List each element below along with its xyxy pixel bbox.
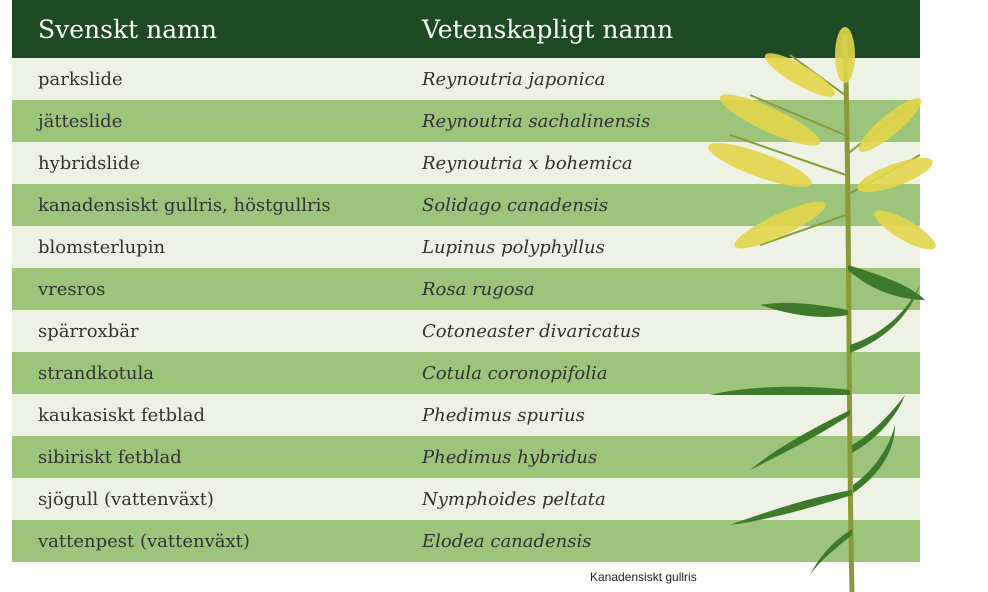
table-cell: vresros bbox=[38, 278, 106, 300]
table-cell: kanadensiskt gullris, höstgullris bbox=[38, 194, 331, 216]
table-cell: Solidago canadensis bbox=[422, 194, 609, 216]
table-row: kaukasiskt fetblad Phedimus spurius bbox=[12, 394, 920, 436]
table-cell: parkslide bbox=[38, 68, 123, 90]
table-cell: Reynoutria sachalinensis bbox=[422, 110, 651, 132]
table-row: vattenpest (vattenväxt) Elodea canadensis bbox=[12, 520, 920, 562]
table-cell: Reynoutria x bohemica bbox=[422, 152, 633, 174]
table-cell: Reynoutria japonica bbox=[422, 68, 606, 90]
table-cell: spärroxbär bbox=[38, 320, 139, 342]
table-cell: sjögull (vattenväxt) bbox=[38, 488, 214, 510]
table-cell: Cotoneaster divaricatus bbox=[422, 320, 641, 342]
table-cell: Cotula coronopifolia bbox=[422, 362, 608, 384]
table-cell: kaukasiskt fetblad bbox=[38, 404, 206, 426]
table-row: parkslide Reynoutria japonica bbox=[12, 58, 920, 100]
table-cell: hybridslide bbox=[38, 152, 141, 174]
table-cell: sibiriskt fetblad bbox=[38, 446, 182, 468]
header-cell: Svenskt namn bbox=[38, 14, 217, 44]
table-cell: Elodea canadensis bbox=[422, 530, 592, 552]
plant-illustration bbox=[708, 27, 936, 592]
table-cell: Phedimus hybridus bbox=[422, 446, 598, 468]
table-row: vresros Rosa rugosa bbox=[12, 268, 920, 310]
table-cell: Lupinus polyphyllus bbox=[422, 236, 605, 258]
table-cell: vattenpest (vattenväxt) bbox=[38, 530, 250, 552]
table-cell: Nymphoides peltata bbox=[422, 488, 606, 510]
table-cell: blomsterlupin bbox=[38, 236, 166, 258]
table-cell: jätteslide bbox=[38, 110, 123, 132]
table-cell: Phedimus spurius bbox=[422, 404, 585, 426]
header-cell: Vetenskapligt namn bbox=[422, 14, 674, 44]
table-row: strandkotula Cotula coronopifolia bbox=[12, 352, 920, 394]
table-header: Svenskt namn Vetenskapligt namn bbox=[12, 0, 920, 58]
table-cell: Rosa rugosa bbox=[422, 278, 535, 300]
table-cell: strandkotula bbox=[38, 362, 154, 384]
table-row: spärroxbär Cotoneaster divaricatus bbox=[12, 310, 920, 352]
image-caption: Kanadensiskt gullris bbox=[590, 570, 697, 584]
